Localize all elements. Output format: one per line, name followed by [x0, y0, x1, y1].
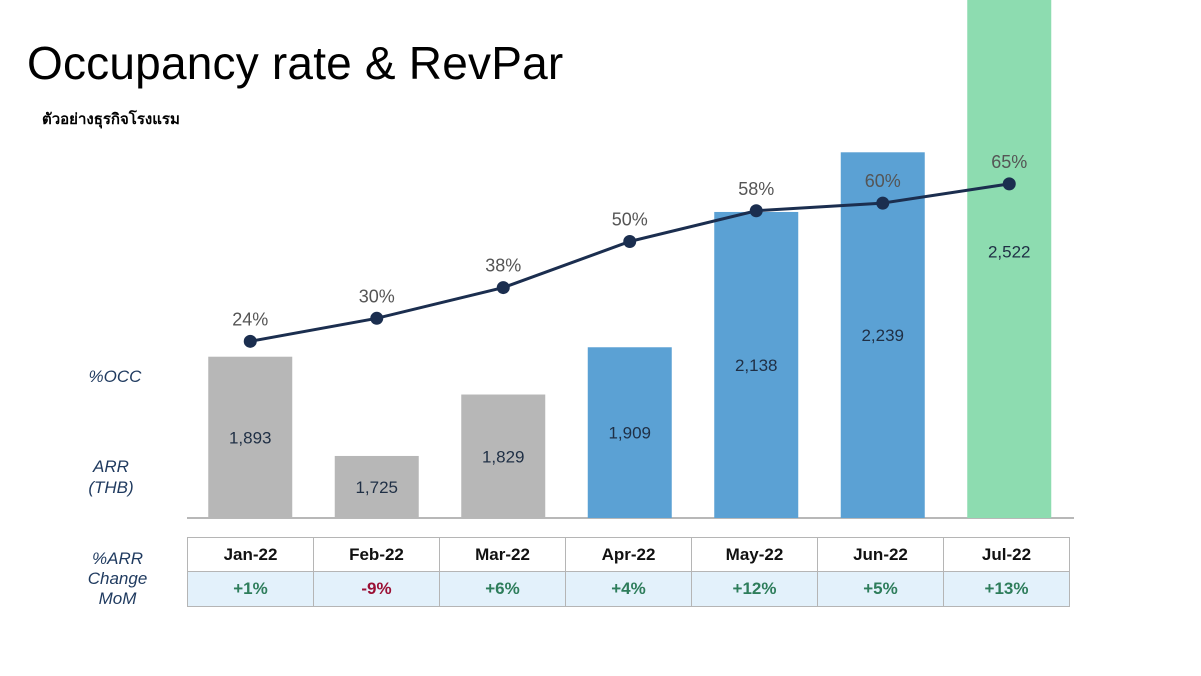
change-row-label: %ARR Change MoM [80, 549, 155, 609]
occ-point [749, 204, 763, 218]
page-title: Occupancy rate & RevPar [27, 37, 564, 89]
occ-point [243, 334, 257, 348]
month-cell: Feb-22 [313, 537, 440, 572]
arr-bar-label: 2,138 [735, 356, 778, 375]
occ-label: %OCC [88, 367, 142, 386]
arr-row-label: ARR (THB) [76, 456, 146, 498]
change-cell: +5% [817, 571, 944, 607]
arr-bar [714, 211, 799, 518]
month-cell: Apr-22 [565, 537, 692, 572]
arr-bar-label: 1,893 [229, 428, 272, 447]
occ-label: 24% [232, 309, 268, 329]
arr-bar-label: 1,829 [482, 447, 525, 466]
change-cell: +4% [565, 571, 692, 607]
occ-point [370, 311, 384, 325]
arr-bar-label: 1,725 [355, 478, 398, 497]
arr-bar [967, 0, 1052, 519]
month-cell: May-22 [691, 537, 818, 572]
month-cell: Jul-22 [943, 537, 1070, 572]
occ-row-label: %OCC [80, 366, 150, 387]
occ-point [1002, 177, 1016, 191]
month-row: Jan-22 Feb-22 Mar-22 Apr-22 May-22 Jun-2… [187, 537, 1070, 572]
occ-point [876, 196, 890, 210]
arr-bar-label: 2,239 [861, 326, 904, 345]
occ-label: 38% [485, 256, 521, 276]
occ-label: 30% [359, 286, 395, 306]
change-cell: +12% [691, 571, 818, 607]
arr-bar [334, 455, 419, 518]
change-cell: +13% [943, 571, 1070, 607]
change-cell: +6% [439, 571, 566, 607]
occ-label: 58% [738, 179, 774, 199]
arr-bar-label: 2,522 [988, 243, 1031, 262]
arr-bar [461, 394, 546, 518]
change-row: +1% -9% +6% +4% +12% +5% +13% [187, 571, 1070, 607]
occ-label: 50% [612, 210, 648, 230]
month-cell: Jan-22 [187, 537, 314, 572]
change-label-line3: MoM [98, 589, 137, 608]
month-cell: Mar-22 [439, 537, 566, 572]
change-cell: -9% [313, 571, 440, 607]
occ-label: 60% [865, 171, 901, 191]
arr-bar-label: 1,909 [608, 424, 651, 443]
mom-change-table: Jan-22 Feb-22 Mar-22 Apr-22 May-22 Jun-2… [187, 537, 1070, 607]
occ-point [496, 281, 510, 295]
arr-label-line2: (THB) [88, 478, 134, 497]
page-subtitle: ตัวอย่างธุรกิจโรงแรม [42, 110, 180, 128]
change-cell: +1% [187, 571, 314, 607]
occ-point [623, 235, 637, 248]
change-label-line2: Change [87, 569, 148, 588]
arr-bar [587, 347, 672, 518]
month-cell: Jun-22 [817, 537, 944, 572]
change-label-line1: %ARR [91, 549, 143, 568]
arr-label-line1: ARR [93, 457, 129, 476]
occ-label: 65% [991, 152, 1027, 172]
arr-bar [208, 356, 293, 518]
arr-bar [840, 152, 925, 518]
